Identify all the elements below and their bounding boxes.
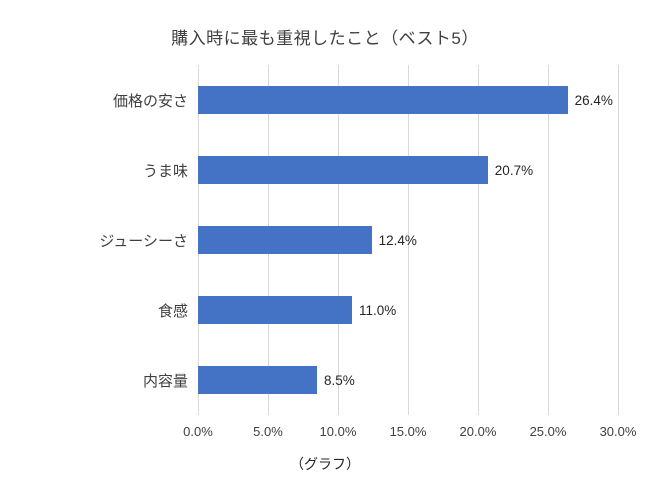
bar (198, 296, 352, 324)
value-label: 12.4% (378, 232, 417, 248)
value-label: 26.4% (574, 92, 613, 108)
x-tick-label: 5.0% (253, 424, 283, 439)
x-tick-label: 10.0% (319, 424, 357, 439)
gridline (618, 65, 619, 415)
bar-row: 26.4% (198, 65, 618, 135)
category-label: 価格の安さ (112, 92, 188, 110)
chart-caption: （グラフ） (290, 456, 360, 472)
category-label: 食感 (157, 302, 188, 320)
bar (198, 156, 488, 184)
bar-row: 12.4% (198, 205, 618, 275)
category-label: ジューシーさ (99, 232, 188, 250)
x-tick-label: 15.0% (389, 424, 427, 439)
value-label: 11.0% (359, 302, 397, 318)
bar (198, 366, 317, 394)
bar-row: 8.5% (198, 345, 618, 415)
bar (198, 86, 568, 114)
value-label: 20.7% (494, 162, 534, 178)
bar-row: 11.0% (198, 275, 618, 345)
category-labels: 価格の安さうま味ジューシーさ食感内容量 (0, 65, 198, 415)
bar (198, 226, 372, 254)
x-tick-label: 0.0% (183, 424, 213, 439)
x-tick-label: 20.0% (459, 424, 497, 439)
value-label: 8.5% (324, 372, 355, 388)
x-tick-label: 25.0% (529, 424, 567, 439)
gridline (548, 65, 549, 415)
plot-area: 26.4% 20.7% 12.4% 11.0% 8.5% 0.0% 5.0% 10.0% 15… (183, 65, 636, 439)
x-axis-labels: 0.0% 5.0% 10.0% 15.0% 20.0% 25.0% 30.0% (183, 415, 636, 441)
bar-row: 20.7% (198, 135, 618, 205)
category-label: うま味 (142, 162, 188, 180)
bars: 26.4% 20.7% 12.4% 11.0% 8.5% (198, 65, 618, 415)
gridline (477, 65, 479, 415)
bar-chart: 価格の安さうま味ジューシーさ食感内容量 26.4% 20.7% 12.4% 11.0%… (0, 65, 650, 439)
category-label: 内容量 (142, 372, 188, 390)
x-tick-label: 30.0% (599, 424, 637, 439)
chart-title: 購入時に最も重視したこと（ベスト5） (171, 29, 479, 48)
gridline (408, 65, 409, 415)
